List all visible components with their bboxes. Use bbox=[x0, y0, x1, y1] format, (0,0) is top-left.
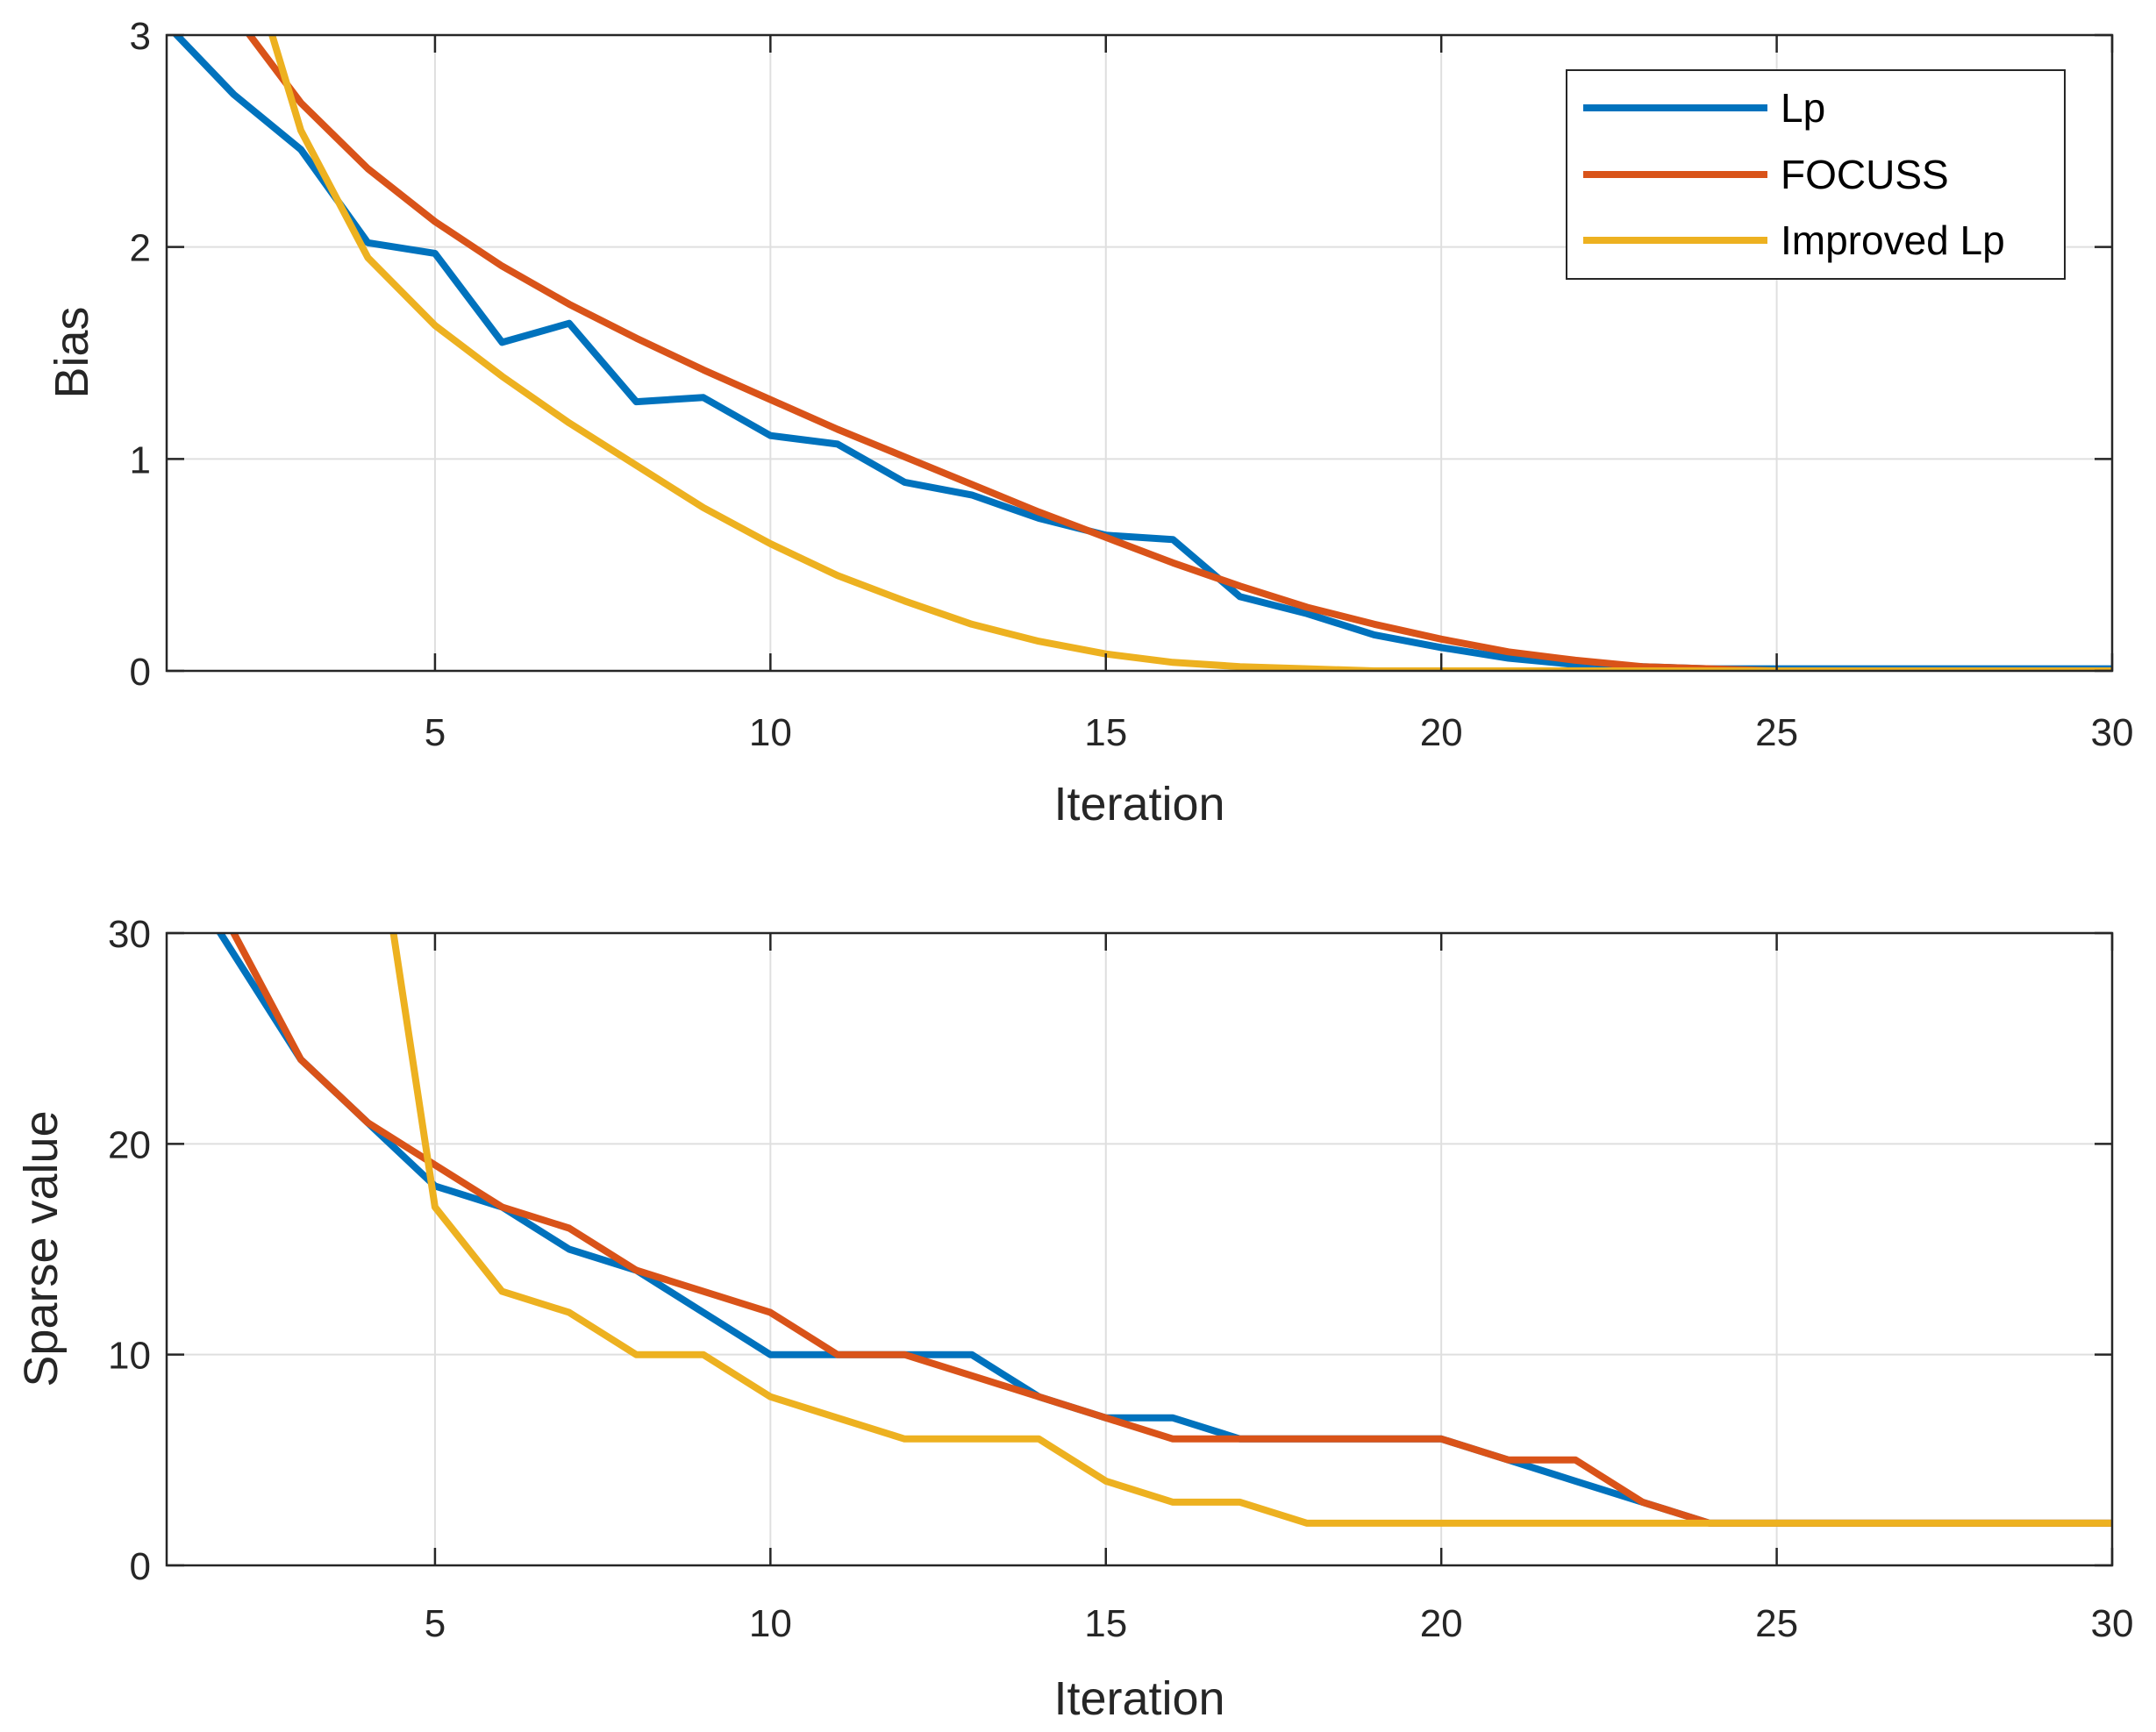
axes-box bbox=[165, 33, 2114, 673]
y-tick-label: 20 bbox=[108, 1123, 151, 1166]
x-tick-label: 25 bbox=[1755, 1602, 1798, 1645]
y-tick-label: 2 bbox=[130, 227, 151, 270]
sparse-value-chart: 5 10 15 20 25 30 0 10 20 30 Iteration Sparse val… bbox=[15, 913, 2134, 1725]
x-tick-label: 15 bbox=[1084, 1602, 1127, 1645]
x-tick-label: 20 bbox=[1420, 1602, 1463, 1645]
x-tick-label: 30 bbox=[2091, 1602, 2134, 1645]
tick-marks bbox=[167, 33, 2114, 673]
x-tick-labels: 5 10 15 20 25 30 bbox=[425, 1602, 2134, 1645]
x-tick-label: 10 bbox=[749, 1602, 792, 1645]
bias-chart: 5 10 15 20 25 30 0 1 2 3 Iteration Bias Lp FOCUS… bbox=[46, 15, 2134, 830]
x-tick-label: 20 bbox=[1420, 711, 1463, 754]
x-tick-label: 5 bbox=[425, 711, 446, 754]
x-tick-label: 30 bbox=[2091, 711, 2134, 754]
x-tick-labels: 5 10 15 20 25 30 bbox=[425, 711, 2134, 754]
legend-label-improved-lp: Improved Lp bbox=[1781, 217, 2005, 263]
legend-label-lp: Lp bbox=[1781, 85, 1825, 131]
series-line-focuss bbox=[245, 35, 2112, 671]
x-axis-label: Iteration bbox=[1053, 1672, 1224, 1725]
series-line-improved-lp bbox=[389, 933, 2112, 1527]
x-tick-label: 25 bbox=[1755, 711, 1798, 754]
y-tick-labels: 0 10 20 30 bbox=[108, 913, 151, 1588]
x-axis-label: Iteration bbox=[1053, 778, 1224, 830]
series-lines bbox=[216, 933, 2112, 1527]
y-axis-label: Sparse value bbox=[15, 1110, 68, 1386]
legend-label-focuss: FOCUSS bbox=[1781, 152, 1949, 197]
y-tick-label: 10 bbox=[108, 1335, 151, 1378]
legend: Lp FOCUSS Improved Lp bbox=[1566, 69, 2066, 280]
series-line-improved-lp bbox=[268, 35, 2112, 671]
y-tick-label: 0 bbox=[130, 651, 151, 694]
series-lines bbox=[172, 35, 2112, 671]
plot-area bbox=[167, 933, 2112, 1565]
y-tick-labels: 0 1 2 3 bbox=[130, 15, 151, 694]
y-tick-label: 3 bbox=[130, 15, 151, 58]
y-axis-label: Bias bbox=[46, 306, 98, 398]
y-tick-label: 0 bbox=[130, 1545, 151, 1588]
x-tick-label: 10 bbox=[749, 711, 792, 754]
x-tick-label: 5 bbox=[425, 1602, 446, 1645]
axes-box bbox=[165, 931, 2114, 1567]
x-tick-label: 15 bbox=[1084, 711, 1127, 754]
y-tick-label: 30 bbox=[108, 913, 151, 956]
tick-marks bbox=[167, 931, 2114, 1567]
y-tick-label: 1 bbox=[130, 438, 151, 481]
